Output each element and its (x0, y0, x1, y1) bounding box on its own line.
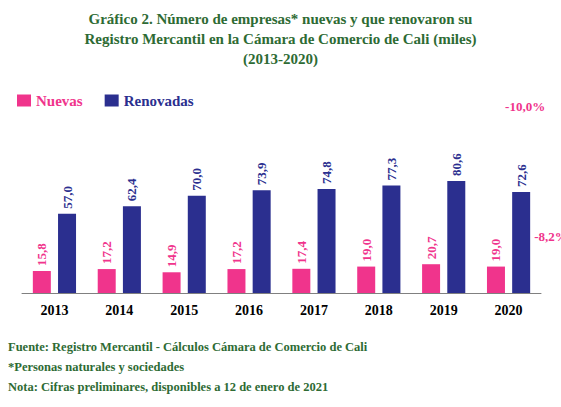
svg-text:19,0: 19,0 (359, 239, 374, 262)
svg-text:2014: 2014 (105, 303, 133, 318)
svg-text:2015: 2015 (170, 303, 198, 318)
svg-text:74,8: 74,8 (319, 161, 334, 184)
svg-text:62,4: 62,4 (124, 178, 139, 201)
svg-text:Nuevas: Nuevas (36, 93, 83, 109)
svg-text:2013: 2013 (40, 303, 68, 318)
svg-text:Renovadas: Renovadas (124, 93, 194, 109)
svg-text:2016: 2016 (235, 303, 263, 318)
svg-text:17,2: 17,2 (99, 241, 114, 264)
svg-text:15,8: 15,8 (34, 243, 49, 266)
svg-text:57,0: 57,0 (60, 186, 75, 209)
svg-text:-8,2%: -8,2% (534, 229, 561, 244)
svg-text:2019: 2019 (430, 303, 458, 318)
svg-text:80,6: 80,6 (449, 153, 464, 176)
svg-text:(2013-2020): (2013-2020) (243, 51, 318, 68)
svg-text:2018: 2018 (365, 303, 393, 318)
svg-text:14,9: 14,9 (164, 244, 179, 267)
svg-text:70,0: 70,0 (189, 168, 204, 191)
svg-text:19,0: 19,0 (488, 239, 503, 262)
svg-text:17,2: 17,2 (229, 241, 244, 264)
svg-text:Gráfico 2. Número de empresas*: Gráfico 2. Número de empresas* nuevas y … (89, 11, 473, 27)
svg-text:Nota: Cifras preliminares, dis: Nota: Cifras preliminares, disponibles a… (8, 380, 328, 394)
svg-text:2020: 2020 (495, 303, 523, 318)
svg-text:Registro Mercantil en la Cámar: Registro Mercantil en la Cámara de Comer… (85, 31, 477, 48)
svg-text:Fuente: Registro Mercantil - C: Fuente: Registro Mercantil - Cálculos Cá… (8, 340, 368, 354)
svg-text:17,4: 17,4 (294, 241, 309, 264)
svg-text:-10,0%: -10,0% (505, 99, 545, 114)
svg-text:*Personas naturales y sociedad: *Personas naturales y sociedades (8, 360, 184, 374)
svg-text:77,3: 77,3 (384, 157, 399, 180)
svg-text:2017: 2017 (300, 303, 328, 318)
svg-text:73,9: 73,9 (254, 162, 269, 185)
svg-text:72,6: 72,6 (514, 164, 529, 187)
svg-text:20,7: 20,7 (424, 236, 439, 259)
